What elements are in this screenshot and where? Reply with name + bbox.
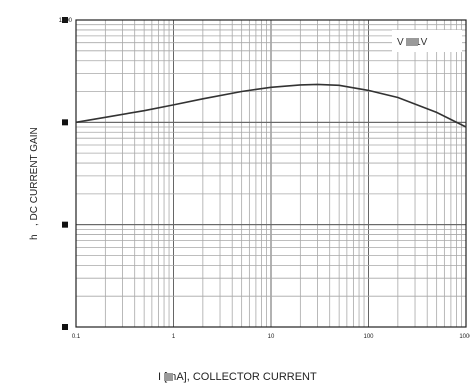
annotation-background	[392, 30, 462, 52]
plot-frame	[75, 19, 467, 328]
y-axis-symbol: h	[29, 234, 40, 240]
annotation: V = 1V	[392, 30, 462, 52]
x-tick-label: 1	[172, 334, 176, 340]
x-axis-label: I [mA], COLLECTOR CURRENT	[158, 371, 317, 383]
x-tick-label: 100	[363, 334, 374, 340]
series-line	[75, 83, 467, 128]
y-axis-mark	[62, 17, 68, 23]
y-axis-mark	[62, 119, 68, 126]
y-tick-label: 1000	[59, 18, 73, 24]
y-axis-mark	[62, 221, 68, 228]
x-axis-ticks: 0.1 1 10 100 1000	[72, 334, 470, 340]
x-tick-label: 0.1	[72, 334, 81, 340]
y-axis-title: , DC CURRENT GAIN	[29, 127, 40, 226]
x-tick-label: 1000	[459, 334, 470, 340]
x-tick-label: 10	[268, 334, 275, 340]
y-axis-marks	[62, 17, 68, 330]
plot-grid	[75, 19, 467, 328]
subscript-mark	[164, 373, 173, 381]
subscript-mark	[406, 38, 418, 46]
y-axis-label: h , DC CURRENT GAIN	[29, 127, 40, 240]
y-axis-ticks: 1000	[59, 18, 73, 24]
y-axis-mark	[62, 324, 68, 330]
x-axis-title: I [mA], COLLECTOR CURRENT	[158, 371, 317, 383]
